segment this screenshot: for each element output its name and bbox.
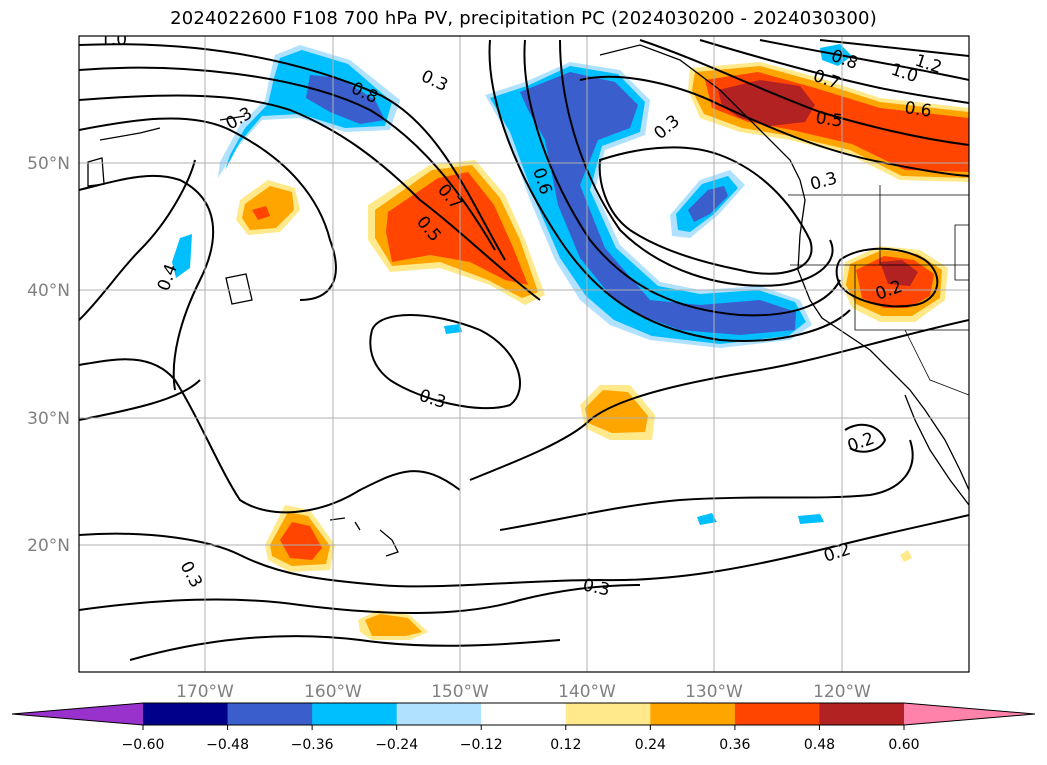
lon-label: 170°W <box>176 682 234 702</box>
colorbar-tick-label: 0.60 <box>888 737 919 753</box>
contour-label: 0.5 <box>814 108 844 132</box>
colorbar-tick-label: 0.12 <box>550 737 581 753</box>
precip-negative-shading <box>172 44 852 525</box>
colorbar-tick-label: 0.48 <box>804 737 835 753</box>
colorbar-segment <box>819 703 905 725</box>
colorbar-segment <box>143 703 229 725</box>
map-frame <box>78 35 970 673</box>
colorbar-extend-high <box>904 703 1035 725</box>
latitude-labels: 50°N 40°N 30°N 20°N <box>27 154 70 556</box>
colorbar-segment <box>227 703 313 725</box>
lon-label: 130°W <box>685 682 743 702</box>
lat-label: 20°N <box>27 536 70 556</box>
colorbar-extend-low <box>12 703 143 725</box>
lat-label: 50°N <box>27 154 70 174</box>
contour-label: 1.0 <box>100 30 127 50</box>
lon-label: 140°W <box>558 682 616 702</box>
colorbar-tick-label: −0.36 <box>291 737 334 753</box>
colorbar-tick-label: −0.60 <box>122 737 165 753</box>
lon-label: 120°W <box>813 682 871 702</box>
map-title: 2024022600 F108 700 hPa PV, precipitatio… <box>170 8 877 29</box>
lat-label: 40°N <box>27 281 70 301</box>
colorbar-segment <box>312 703 398 725</box>
graticule <box>79 36 969 672</box>
colorbar-segment <box>396 703 482 725</box>
colorbar-segment <box>650 703 736 725</box>
colorbar-segment <box>481 703 567 725</box>
lat-label: 30°N <box>27 409 70 429</box>
contour-label: 0.6 <box>903 98 933 122</box>
lon-label: 160°W <box>304 682 362 702</box>
colorbar-tick-label: −0.48 <box>206 737 249 753</box>
lon-label: 150°W <box>431 682 489 702</box>
colorbar-tick-label: −0.12 <box>460 737 503 753</box>
colorbar-segment <box>565 703 651 725</box>
colorbar-tick-label: 0.36 <box>719 737 750 753</box>
colorbar-tick-label: −0.24 <box>375 737 418 753</box>
coastlines <box>87 44 969 557</box>
colorbar-segment <box>734 703 820 725</box>
colorbar-tick-label: 0.24 <box>635 737 666 753</box>
colorbar: −0.60 −0.48 −0.36 −0.24 −0.12 0.12 0.24 0.36 0.4… <box>11 702 1036 753</box>
longitude-labels: 170°W 160°W 150°W 140°W 130°W 120°W <box>176 682 871 702</box>
